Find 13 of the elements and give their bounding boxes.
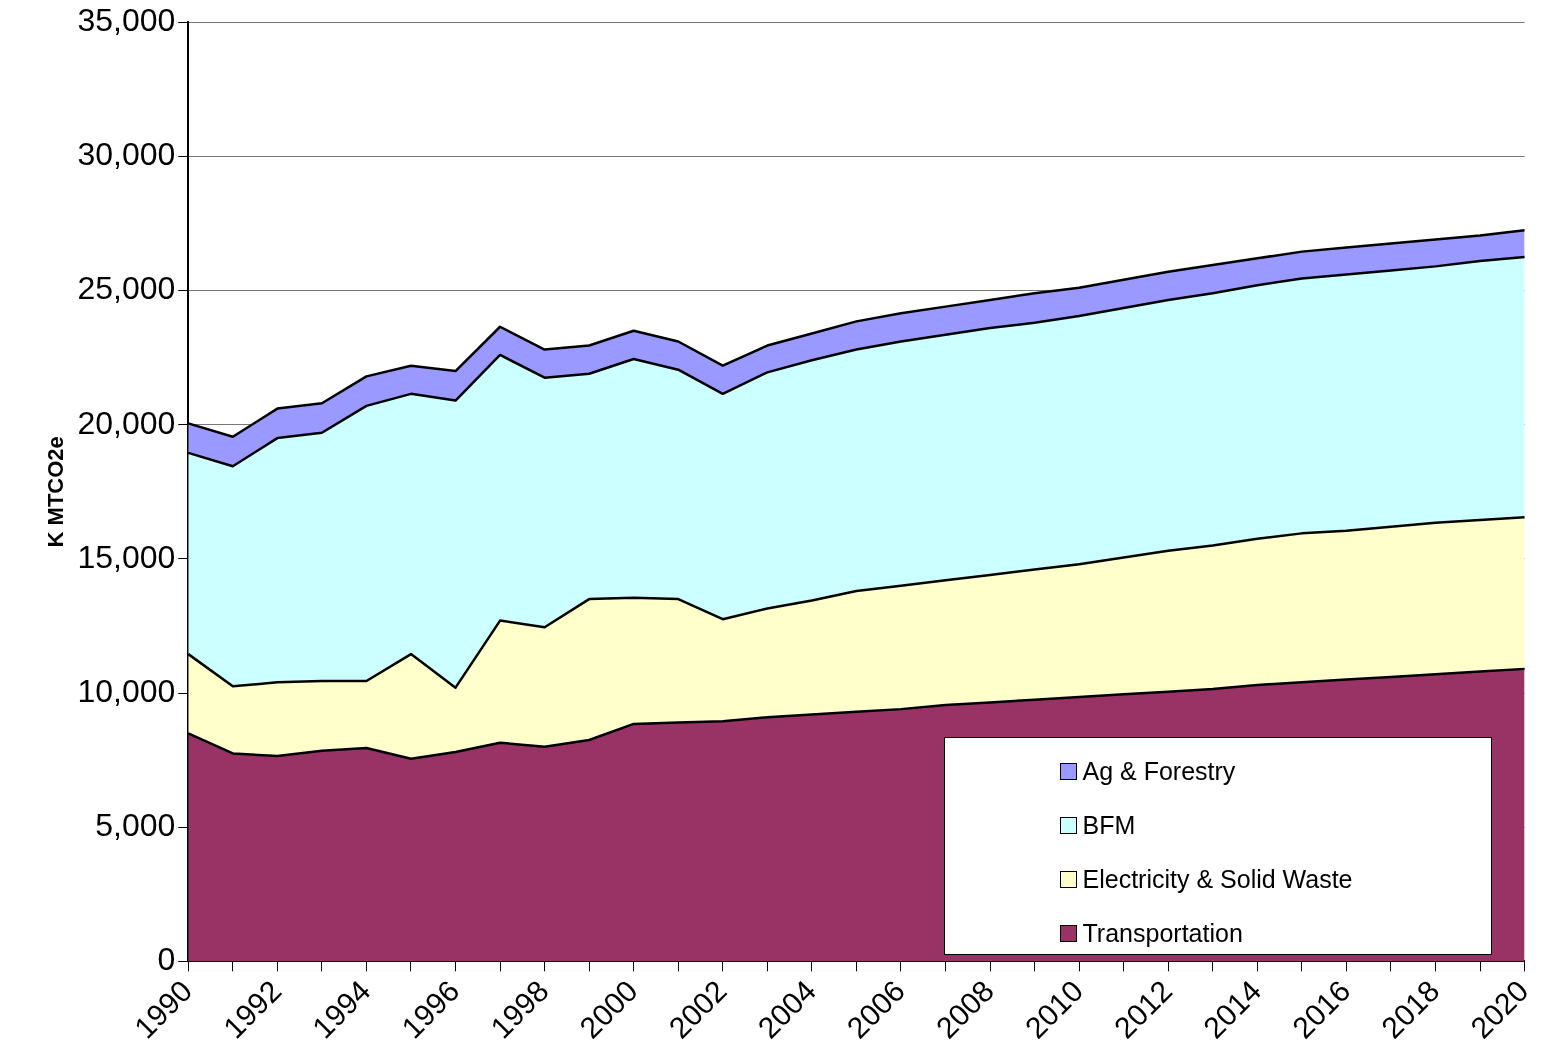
legend-label: Transportation [1082,918,1243,948]
y-tick-label: 25,000 [77,270,176,307]
legend-label: BFM [1082,810,1136,840]
legend-label: Electricity & Solid Waste [1082,864,1353,894]
y-axis-title: K MTCO2e [43,436,69,548]
y-tick-label: 15,000 [77,538,176,575]
y-tick-label: 5,000 [95,807,176,844]
y-tick-label: 30,000 [77,136,176,173]
y-tick-label: 35,000 [77,2,176,39]
y-tick-label: 20,000 [77,404,176,441]
legend-label: Ag & Forestry [1082,756,1236,786]
y-tick-label: 0 [157,941,176,978]
y-tick-label: 10,000 [77,672,176,709]
